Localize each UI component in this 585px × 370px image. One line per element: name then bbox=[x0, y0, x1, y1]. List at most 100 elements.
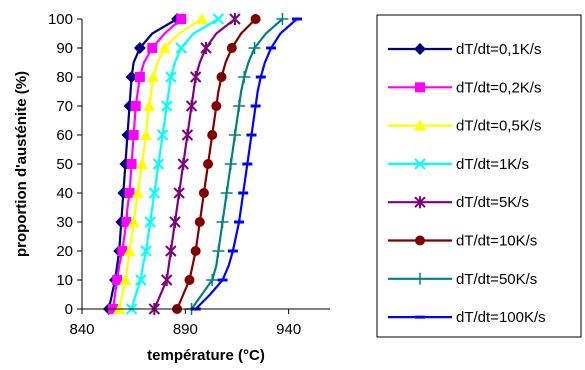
data-point bbox=[198, 188, 209, 198]
data-point bbox=[228, 129, 241, 141]
data-point bbox=[119, 274, 132, 285]
legend-box bbox=[376, 14, 582, 338]
data-point bbox=[161, 274, 173, 286]
data-point bbox=[176, 14, 187, 24]
data-point bbox=[147, 71, 160, 82]
x-tick-label: 890 bbox=[173, 321, 198, 338]
data-point bbox=[216, 216, 229, 228]
y-tick-label: 20 bbox=[56, 243, 73, 260]
y-tick-label: 80 bbox=[56, 69, 73, 86]
data-point bbox=[144, 216, 156, 228]
data-point bbox=[173, 187, 185, 199]
legend-swatch-marker bbox=[414, 119, 426, 131]
data-point bbox=[123, 245, 136, 256]
data-point bbox=[156, 129, 169, 141]
data-point bbox=[276, 13, 289, 25]
data-point bbox=[147, 43, 158, 53]
legend: dT/dt=0,1K/s dT/dt=0,2K/s dT/dt=0,5K/s dT/d… bbox=[376, 14, 582, 338]
legend-item-3: dT/dt=0,5K/s bbox=[388, 118, 541, 135]
data-point bbox=[131, 187, 144, 198]
data-point bbox=[203, 159, 214, 169]
data-point bbox=[229, 13, 241, 25]
data-point bbox=[238, 71, 251, 83]
data-point bbox=[158, 42, 171, 53]
data-point bbox=[127, 216, 140, 227]
legend-swatch-marker bbox=[414, 196, 426, 209]
legend-item-5: dT/dt=5K/s bbox=[388, 194, 529, 211]
data-point bbox=[133, 42, 146, 54]
y-tick-label: 100 bbox=[48, 11, 73, 28]
y-tick-label: 70 bbox=[56, 98, 73, 115]
data-point bbox=[207, 130, 218, 140]
legend-label: dT/dt=100K/s bbox=[456, 309, 546, 326]
legend-item-1: dT/dt=0,1K/s bbox=[388, 41, 541, 58]
data-point bbox=[134, 72, 145, 82]
data-point bbox=[212, 245, 225, 257]
y-tick-label: 50 bbox=[56, 156, 73, 173]
data-point bbox=[220, 187, 233, 199]
data-point bbox=[195, 13, 208, 24]
legend-swatch-marker bbox=[414, 158, 426, 170]
legend-label: dT/dt=5K/s bbox=[456, 194, 529, 211]
legend-swatch-marker bbox=[415, 235, 425, 246]
y-axis-title: proportion d'austénite (%) bbox=[13, 71, 30, 257]
legend-label: dT/dt=50K/s bbox=[456, 271, 537, 288]
legend-swatch-marker bbox=[415, 82, 425, 93]
data-point bbox=[165, 245, 177, 257]
legend-item-6: dT/dt=10K/s bbox=[388, 233, 537, 250]
data-point bbox=[112, 275, 123, 285]
legend-swatch-marker bbox=[414, 272, 426, 285]
legend-label: dT/dt=0,2K/s bbox=[456, 79, 541, 96]
legend-label: dT/dt=0,5K/s bbox=[456, 118, 541, 135]
series-8 bbox=[190, 17, 302, 311]
legend-item-7: dT/dt=50K/s bbox=[388, 271, 537, 288]
data-point bbox=[226, 43, 237, 53]
data-point bbox=[121, 217, 132, 227]
data-point bbox=[212, 13, 225, 25]
data-point bbox=[140, 129, 153, 140]
legend-label: dT/dt=0,1K/s bbox=[456, 41, 541, 58]
data-point bbox=[126, 159, 137, 169]
data-point bbox=[206, 274, 219, 286]
x-tick-label: 940 bbox=[276, 321, 301, 338]
data-point bbox=[216, 72, 227, 82]
data-point bbox=[165, 71, 177, 83]
data-point bbox=[189, 71, 202, 83]
data-point bbox=[169, 216, 181, 228]
data-point bbox=[152, 158, 165, 170]
data-point bbox=[130, 101, 141, 111]
y-tick-label: 40 bbox=[56, 185, 73, 202]
legend-swatch-marker bbox=[414, 43, 426, 55]
data-point bbox=[161, 100, 173, 112]
data-point bbox=[148, 187, 161, 199]
data-point bbox=[211, 101, 222, 111]
data-point bbox=[200, 42, 212, 54]
data-point bbox=[135, 158, 148, 169]
x-tick-label: 840 bbox=[69, 321, 94, 338]
data-point bbox=[175, 42, 187, 54]
data-point bbox=[140, 245, 152, 257]
legend-label: dT/dt=10K/s bbox=[456, 233, 537, 250]
y-tick-label: 0 bbox=[65, 301, 73, 318]
x-axis-title: température (°C) bbox=[147, 347, 265, 364]
series-7 bbox=[185, 13, 289, 315]
data-point bbox=[250, 14, 261, 24]
legend-item-8: dT/dt=100K/s bbox=[388, 309, 546, 326]
data-point bbox=[233, 100, 246, 112]
axes: 0 10 20 30 40 50 60 70 80 90 100 840 890 940 bbox=[48, 11, 330, 338]
legend-label: dT/dt=1K/s bbox=[456, 156, 529, 173]
y-tick-label: 90 bbox=[56, 40, 73, 57]
data-point bbox=[143, 100, 156, 111]
data-point bbox=[177, 158, 189, 170]
series-5 bbox=[148, 13, 241, 315]
series-2 bbox=[108, 14, 187, 314]
data-point bbox=[184, 275, 195, 285]
data-point bbox=[117, 246, 128, 256]
series-6 bbox=[172, 14, 261, 314]
data-point bbox=[125, 71, 138, 83]
data-point bbox=[185, 100, 198, 112]
data-point bbox=[190, 246, 201, 256]
data-point bbox=[248, 42, 261, 54]
plot-area bbox=[102, 13, 302, 315]
